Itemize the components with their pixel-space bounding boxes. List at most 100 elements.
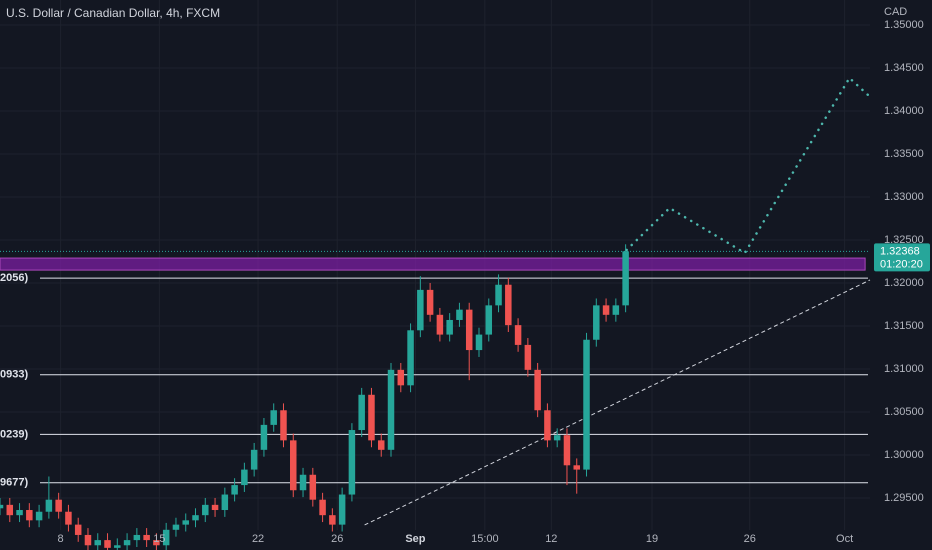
- level-label: 2056): [0, 272, 28, 284]
- level-label: 0933): [0, 369, 28, 381]
- level-label: 0239): [0, 428, 28, 440]
- candle-body: [55, 499, 62, 512]
- candle-body: [35, 511, 43, 521]
- candle-body: [553, 435, 561, 441]
- candle-body: [16, 510, 23, 516]
- candle-body: [299, 474, 307, 491]
- y-tick-label: 1.33000: [884, 191, 924, 203]
- candle-body: [583, 339, 590, 470]
- candle-body: [348, 430, 356, 495]
- candle-body: [563, 435, 571, 466]
- x-tick-label: 8: [58, 533, 64, 545]
- x-tick-label: 15: [153, 533, 165, 545]
- x-tick-label: 12: [545, 533, 557, 545]
- candle-body: [495, 284, 502, 306]
- candle-body: [505, 284, 512, 326]
- candle-body: [377, 440, 385, 450]
- candle-body: [446, 319, 453, 335]
- candle-body: [65, 511, 72, 525]
- candle-body: [114, 545, 121, 548]
- x-tick-label: Sep: [405, 533, 425, 545]
- candle-body: [602, 305, 610, 315]
- candle-body: [397, 369, 405, 386]
- candle-body: [456, 309, 463, 320]
- candle-body: [192, 515, 199, 521]
- candle-body: [534, 369, 541, 411]
- chart-title: U.S. Dollar / Canadian Dollar, 4h, FXCM: [6, 6, 220, 20]
- candle-body: [0, 504, 4, 509]
- trend-line: [364, 279, 871, 526]
- candle-body: [153, 540, 160, 546]
- price-tag: [874, 243, 930, 272]
- candle-body: [104, 540, 111, 548]
- candle-body: [573, 465, 580, 470]
- candle-body: [524, 344, 532, 370]
- candle-body: [387, 369, 395, 450]
- candle-body: [84, 534, 92, 546]
- y-tick-label: 1.31000: [884, 363, 924, 375]
- x-tick-label: 22: [252, 533, 264, 545]
- candle-body: [358, 394, 365, 431]
- y-tick-label: 1.30000: [884, 449, 924, 461]
- candle-body: [436, 314, 444, 335]
- x-tick-label: 26: [331, 533, 343, 545]
- x-tick-label: 26: [744, 533, 756, 545]
- candle-body: [280, 410, 287, 441]
- candle-body: [143, 534, 150, 541]
- candle-body: [544, 410, 551, 441]
- candle-body: [407, 330, 414, 386]
- candle-body: [417, 289, 424, 331]
- candle-body: [465, 309, 473, 351]
- candle-body: [250, 449, 258, 470]
- candle-body: [26, 510, 33, 521]
- candle-body: [221, 494, 229, 511]
- candle-body: [309, 474, 317, 500]
- candle-body: [45, 499, 53, 512]
- candle-body: [593, 305, 600, 340]
- y-tick-label: 1.31500: [884, 320, 924, 332]
- candle-body: [202, 504, 209, 516]
- candle-body: [6, 504, 14, 516]
- candle-body: [74, 524, 82, 535]
- level-label: 9677): [0, 477, 28, 489]
- candle-body: [622, 251, 629, 306]
- candle-body: [162, 529, 170, 546]
- x-tick-label: 19: [646, 533, 658, 545]
- candle-body: [475, 334, 483, 351]
- y-tick-label: 1.33500: [884, 148, 924, 160]
- candle-body: [241, 469, 248, 486]
- candle-body: [182, 520, 189, 525]
- candle-body: [338, 494, 346, 525]
- y-tick-label: 1.34000: [884, 105, 924, 117]
- candle-body: [133, 534, 141, 541]
- candle-body: [368, 394, 375, 441]
- currency-label: CAD: [884, 6, 907, 18]
- y-tick-label: 1.30500: [884, 406, 924, 418]
- candle-body: [270, 410, 277, 425]
- candle-body: [426, 289, 434, 315]
- price-tag-value: 1.32368: [880, 245, 920, 257]
- price-tag-countdown: 01:20:20: [880, 258, 923, 270]
- candle-body: [260, 424, 268, 450]
- candle-body: [231, 485, 238, 495]
- candle-body: [94, 540, 102, 546]
- candle-body: [319, 499, 326, 516]
- candle-body: [514, 325, 522, 345]
- candle-body: [329, 515, 336, 525]
- candle-body: [290, 440, 297, 491]
- x-tick-label: Oct: [836, 533, 853, 545]
- candle-body: [123, 540, 131, 546]
- candle-body: [211, 504, 219, 511]
- y-tick-label: 1.29500: [884, 492, 924, 504]
- candle-body: [172, 524, 180, 530]
- y-tick-label: 1.32500: [884, 234, 924, 246]
- y-tick-label: 1.32000: [884, 277, 924, 289]
- y-tick-label: 1.35000: [884, 19, 924, 31]
- y-tick-label: 1.34500: [884, 62, 924, 74]
- candle-body: [612, 305, 620, 315]
- candle-body: [485, 305, 493, 335]
- x-tick-label: 15:00: [471, 533, 499, 545]
- zone: [0, 257, 866, 271]
